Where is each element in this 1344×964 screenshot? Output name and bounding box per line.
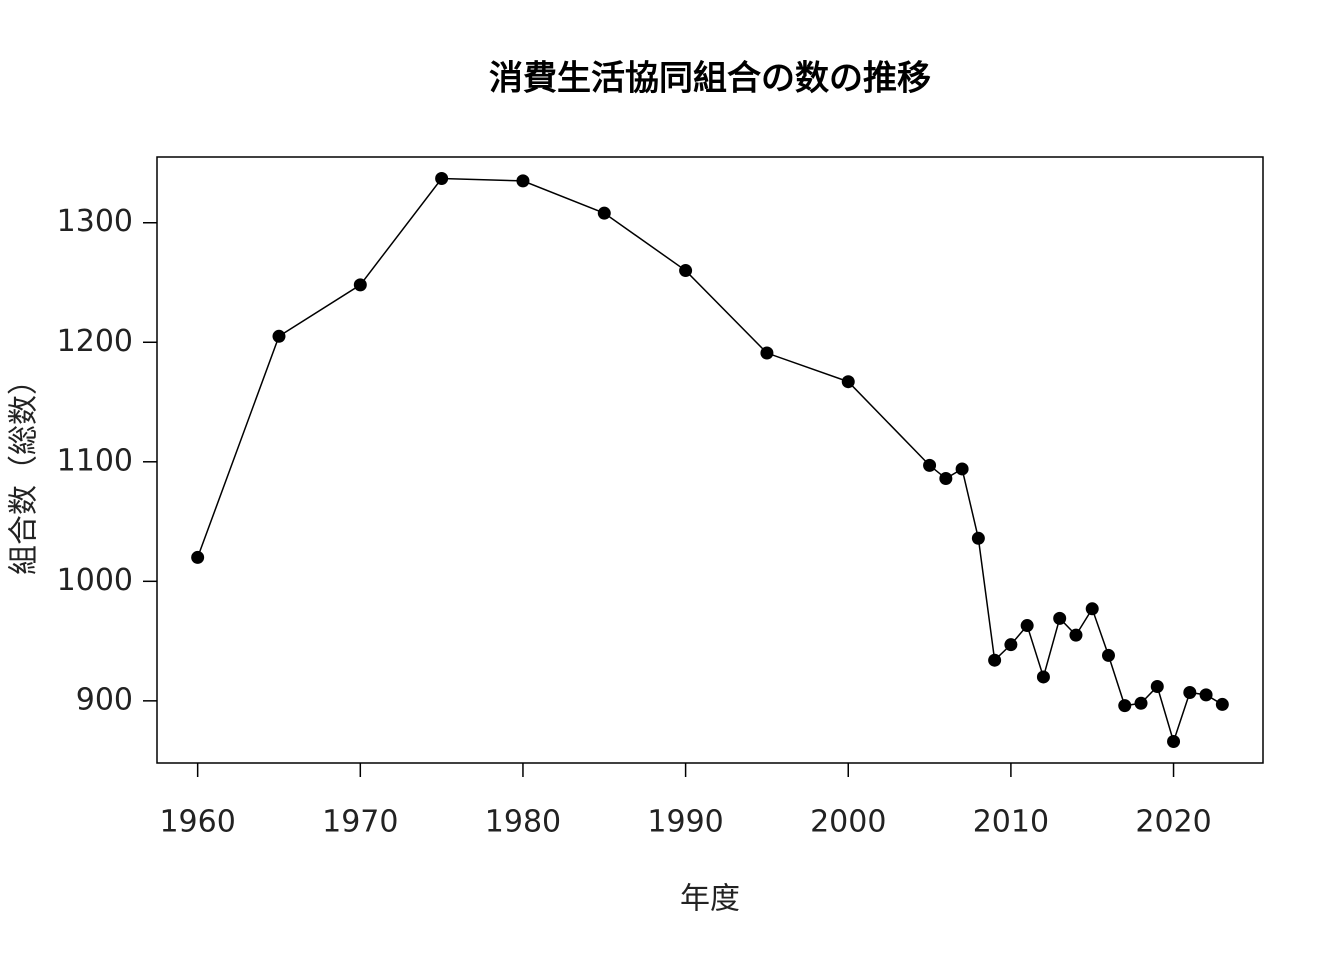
data-point [1020, 619, 1034, 633]
data-point [516, 174, 530, 188]
x-tick-label: 1960 [159, 805, 235, 840]
y-tick-label: 1200 [57, 324, 133, 359]
y-tick-label: 900 [76, 682, 133, 717]
data-point [191, 550, 205, 564]
data-point [1167, 734, 1181, 748]
data-point [1215, 697, 1229, 711]
data-point [988, 653, 1002, 667]
data-line [196, 177, 1223, 744]
data-point [923, 458, 937, 472]
x-tick-label: 1990 [647, 805, 723, 840]
data-point [1118, 699, 1132, 713]
data-point [272, 329, 286, 343]
y-axis-label: 組合数（総数） [7, 365, 42, 575]
x-tick-label: 2000 [810, 805, 886, 840]
data-point [760, 346, 774, 360]
data-point [1085, 602, 1099, 616]
data-point [971, 531, 985, 545]
data-point [353, 278, 367, 292]
data-point [841, 375, 855, 389]
data-point [1183, 685, 1197, 699]
data-point [1199, 688, 1213, 702]
x-tick-label: 1980 [485, 805, 561, 840]
y-tick-label: 1300 [57, 204, 133, 239]
y-tick-label: 1000 [57, 563, 133, 598]
x-tick-label: 1970 [322, 805, 398, 840]
data-point [1069, 628, 1083, 642]
x-axis-label: 年度 [680, 882, 740, 917]
data-point [1036, 670, 1050, 684]
x-tick-label: 2010 [973, 805, 1049, 840]
data-point [1150, 680, 1164, 694]
data-point [435, 172, 449, 186]
data-point [1004, 638, 1018, 652]
data-point [955, 462, 969, 476]
plot-frame [156, 156, 1264, 764]
data-point [597, 206, 611, 220]
data-point [1101, 648, 1115, 662]
chart-title: 消費生活協同組合の数の推移 [489, 59, 931, 99]
data-point [1134, 696, 1148, 710]
y-tick-label: 1100 [57, 443, 133, 478]
x-tick-label: 2020 [1135, 805, 1211, 840]
data-point [1053, 611, 1067, 625]
data-point [679, 264, 693, 278]
data-point [939, 472, 953, 486]
